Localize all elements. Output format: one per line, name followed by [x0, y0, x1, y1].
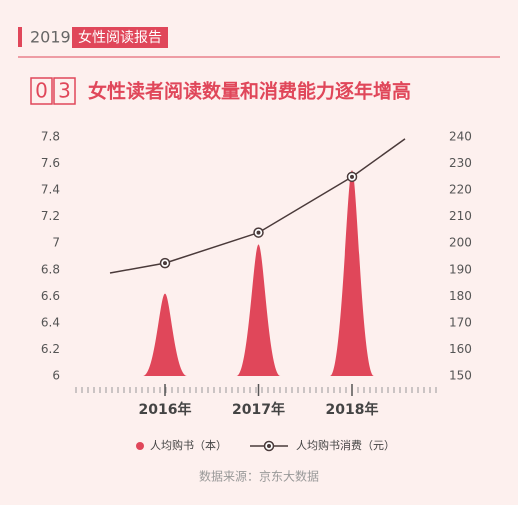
y-tick-label: 6: [52, 369, 60, 383]
y2-tick-label: 160: [449, 342, 472, 356]
line-marker-dot: [256, 230, 261, 235]
header-accent: [18, 27, 22, 47]
header-tag: 女性阅读报告: [78, 29, 162, 46]
y2-tick-label: 230: [449, 156, 472, 170]
bar: [236, 244, 281, 376]
y-tick-label: 7: [52, 236, 60, 250]
header-tag-bg: [72, 27, 168, 48]
y2-tick-label: 210: [449, 209, 472, 223]
y2-tick-label: 180: [449, 289, 472, 303]
legend-label: 人均购书（本）: [150, 438, 227, 452]
y-tick-label: 7.4: [41, 183, 60, 197]
y-tick-label: 6.2: [41, 342, 60, 356]
section-digit: 3: [58, 79, 71, 103]
legend-swatch: [136, 442, 144, 450]
y2-tick-label: 220: [449, 183, 472, 197]
x-tick-label: 2016年: [139, 401, 192, 418]
line-marker-dot: [163, 261, 167, 266]
x-tick-label: 2018年: [326, 401, 379, 418]
x-tick-label: 2017年: [232, 401, 285, 418]
y-tick-label: 7.8: [41, 130, 60, 144]
line-marker-dot: [350, 174, 354, 179]
bar: [143, 293, 187, 376]
y-tick-label: 6.6: [41, 289, 60, 303]
y-tick-label: 6.8: [41, 262, 60, 276]
source: 数据来源：京东大数据: [199, 469, 319, 484]
line-extension: [351, 138, 406, 178]
y2-tick-label: 150: [449, 369, 472, 383]
line-extension: [109, 262, 166, 274]
section-title: 女性读者阅读数量和消费能力逐年增高: [88, 80, 411, 103]
legend-label: 人均购书消费（元）: [296, 438, 395, 452]
y2-tick-label: 170: [449, 315, 472, 329]
digit-box: [30, 77, 53, 105]
header-year: 2019: [30, 28, 71, 47]
y-tick-label: 6.4: [41, 315, 60, 329]
y2-tick-label: 190: [449, 262, 472, 276]
section-digit: 0: [35, 79, 48, 103]
legend-swatch: [267, 444, 271, 448]
digit-box: [53, 77, 76, 105]
y-tick-label: 7.2: [41, 209, 60, 223]
y2-tick-label: 240: [449, 130, 472, 144]
y2-tick-label: 200: [449, 236, 472, 250]
y-tick-label: 7.6: [41, 156, 60, 170]
bar: [330, 170, 374, 376]
